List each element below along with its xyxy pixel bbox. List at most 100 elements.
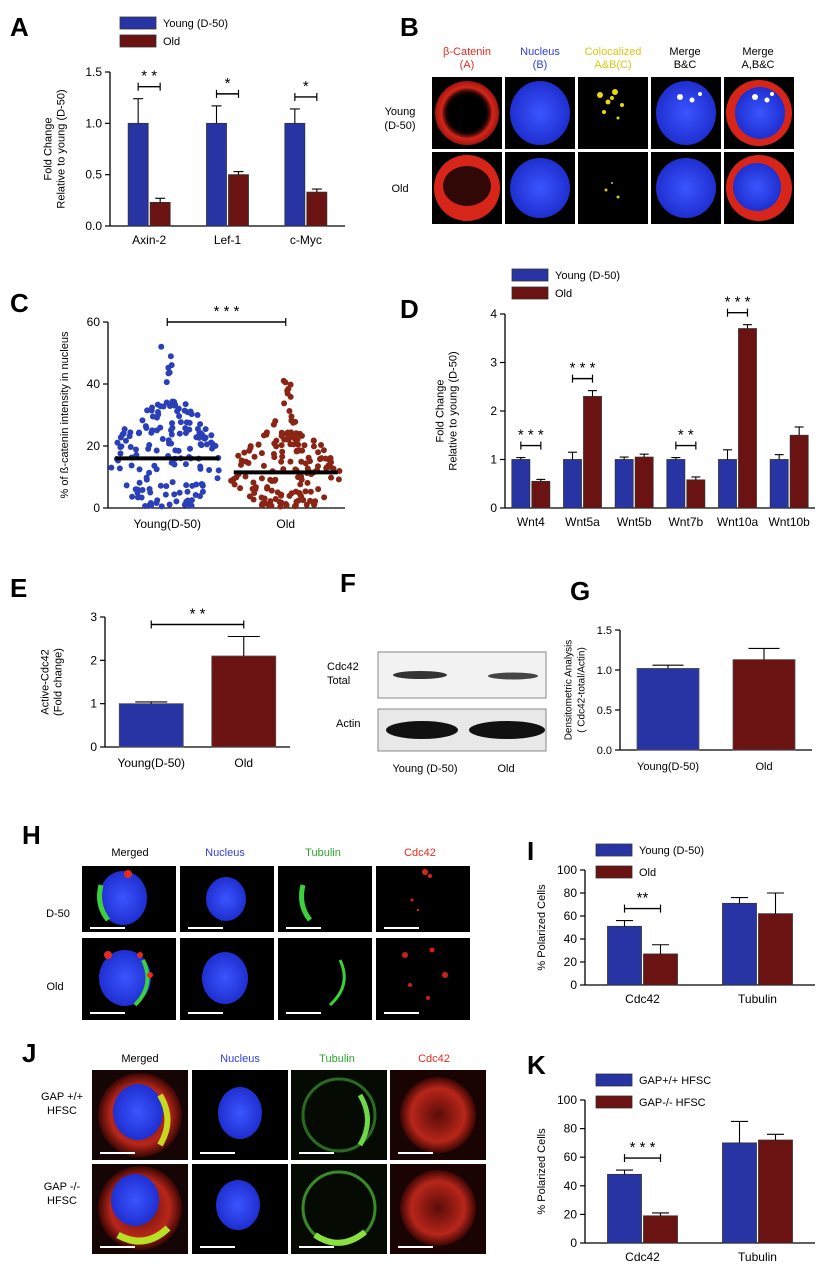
- nucleus-cell: [202, 952, 248, 1004]
- panel-h-col-tubulin: Tubulin: [305, 847, 341, 859]
- panel-letter-j: J: [22, 1038, 36, 1068]
- data-point-old: [270, 451, 277, 458]
- y-tick-label: 80: [564, 1122, 578, 1136]
- y-tick-label: 1.5: [85, 65, 102, 79]
- panel-letter-i: I: [527, 836, 534, 866]
- data-point-old: [325, 462, 332, 469]
- x-tick-label: Wnt10a: [717, 515, 759, 529]
- bar-old: [643, 1215, 678, 1244]
- legend-label: Young (D-50): [639, 845, 704, 857]
- panel-letter-h: H: [22, 820, 41, 850]
- data-point-young: [158, 503, 165, 510]
- legend-swatch: [511, 286, 549, 300]
- data-point-old: [263, 429, 270, 436]
- data-point-old: [292, 418, 299, 425]
- beta-catenin-stain: [435, 81, 499, 145]
- panel-h: Merged Nucleus Tubulin Cdc42 D-50 Old: [46, 847, 470, 1020]
- legend-swatch: [119, 16, 157, 30]
- data-point-old: [295, 447, 302, 454]
- data-point-old: [265, 501, 272, 508]
- data-point-old: [282, 379, 289, 386]
- data-point-young: [127, 444, 134, 451]
- data-point-old: [270, 421, 277, 428]
- data-point-old: [287, 458, 294, 465]
- legend-label: Old: [163, 36, 180, 48]
- micro-tile: [578, 152, 648, 224]
- data-point-old: [292, 488, 299, 495]
- bar-young: [769, 459, 789, 509]
- x-tick-label: Wnt4: [517, 515, 545, 529]
- tubulin-arc: [299, 884, 313, 922]
- data-point-young: [199, 488, 206, 495]
- data-point-old: [260, 462, 267, 469]
- data-point-old: [258, 475, 265, 482]
- chart-k: 0 20 40 60 80 100 % Polarized Cells GAP+/+ HFSC…: [536, 1073, 815, 1264]
- data-point-young: [196, 493, 203, 500]
- nucleus-cell: [218, 1087, 262, 1139]
- data-point-old: [296, 473, 303, 480]
- data-point-young: [117, 444, 124, 451]
- x-tick-label: Old: [234, 756, 253, 770]
- y-tick-label: 1.0: [597, 665, 612, 677]
- panel-j: Merged Nucleus Tubulin Cdc42 GAP +/+ HFSC…: [41, 1053, 486, 1254]
- x-tick-label: Young(D-50): [117, 756, 185, 770]
- bar-young: [127, 122, 149, 227]
- blot-band-actin-young: [386, 721, 458, 739]
- bar-old: [643, 953, 678, 986]
- data-point-young: [166, 501, 173, 508]
- data-point-young: [123, 482, 130, 489]
- data-point-young: [128, 462, 135, 469]
- merged-cell: [99, 950, 151, 1006]
- data-point-old: [287, 393, 294, 400]
- y-tick-label: 20: [564, 955, 578, 969]
- x-tick-label: Lef-1: [214, 233, 242, 247]
- merge-highlights: [677, 92, 702, 103]
- blot-band-actin-old: [469, 721, 545, 739]
- data-point-old: [302, 488, 309, 495]
- data-point-young: [212, 442, 219, 449]
- data-point-young: [146, 485, 153, 492]
- bar-young: [563, 459, 582, 509]
- colocalized-stain: [597, 89, 624, 120]
- data-point-old: [317, 455, 324, 462]
- x-tick-label: Old: [755, 761, 772, 773]
- data-point-old: [242, 473, 249, 480]
- bar-old: [758, 1139, 793, 1244]
- nucleus-cell: [216, 1180, 260, 1230]
- bar-young: [614, 459, 634, 509]
- data-point-young: [193, 481, 200, 488]
- data-point-young: [186, 501, 193, 508]
- data-point-young: [182, 425, 189, 432]
- panel-b-row1-label: Young (D-50): [384, 106, 415, 132]
- data-point-young: [143, 474, 150, 481]
- data-point-young: [197, 441, 204, 448]
- micro-tile: [578, 77, 648, 149]
- blot-label-actin: Actin: [336, 718, 360, 730]
- data-point-young: [187, 445, 194, 452]
- panel-h-col-nucleus: Nucleus: [205, 847, 245, 859]
- data-point-young: [127, 429, 134, 436]
- tubulin-arc: [157, 1093, 171, 1147]
- data-point-old: [330, 465, 337, 472]
- bar-old: [686, 479, 706, 509]
- significance-label: * * *: [570, 360, 596, 377]
- y-tick-label: 1.0: [85, 116, 102, 130]
- bar-old: [789, 434, 809, 509]
- data-point-old: [315, 449, 322, 456]
- y-axis-label: Active-Cdc42(Fold change): [40, 648, 65, 716]
- y-tick-label: 0: [570, 978, 577, 992]
- bar-young: [284, 122, 306, 227]
- bar-old: [149, 201, 171, 227]
- cdc42-dots: [410, 869, 432, 912]
- data-point-young: [215, 467, 222, 474]
- panel-b-col5-label: Merge A,B&C: [741, 46, 774, 71]
- data-point-old: [277, 503, 284, 510]
- data-point-young: [162, 491, 169, 498]
- panel-j-col-merged: Merged: [121, 1053, 158, 1065]
- data-point-old: [284, 387, 291, 394]
- y-tick-label: 60: [564, 909, 578, 923]
- data-point-young: [129, 493, 136, 500]
- data-point-young: [153, 447, 160, 454]
- data-point-young: [116, 465, 123, 472]
